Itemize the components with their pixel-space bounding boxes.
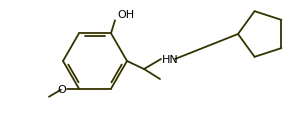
Text: HN: HN bbox=[162, 54, 179, 64]
Text: OH: OH bbox=[117, 10, 134, 20]
Text: O: O bbox=[57, 84, 66, 94]
